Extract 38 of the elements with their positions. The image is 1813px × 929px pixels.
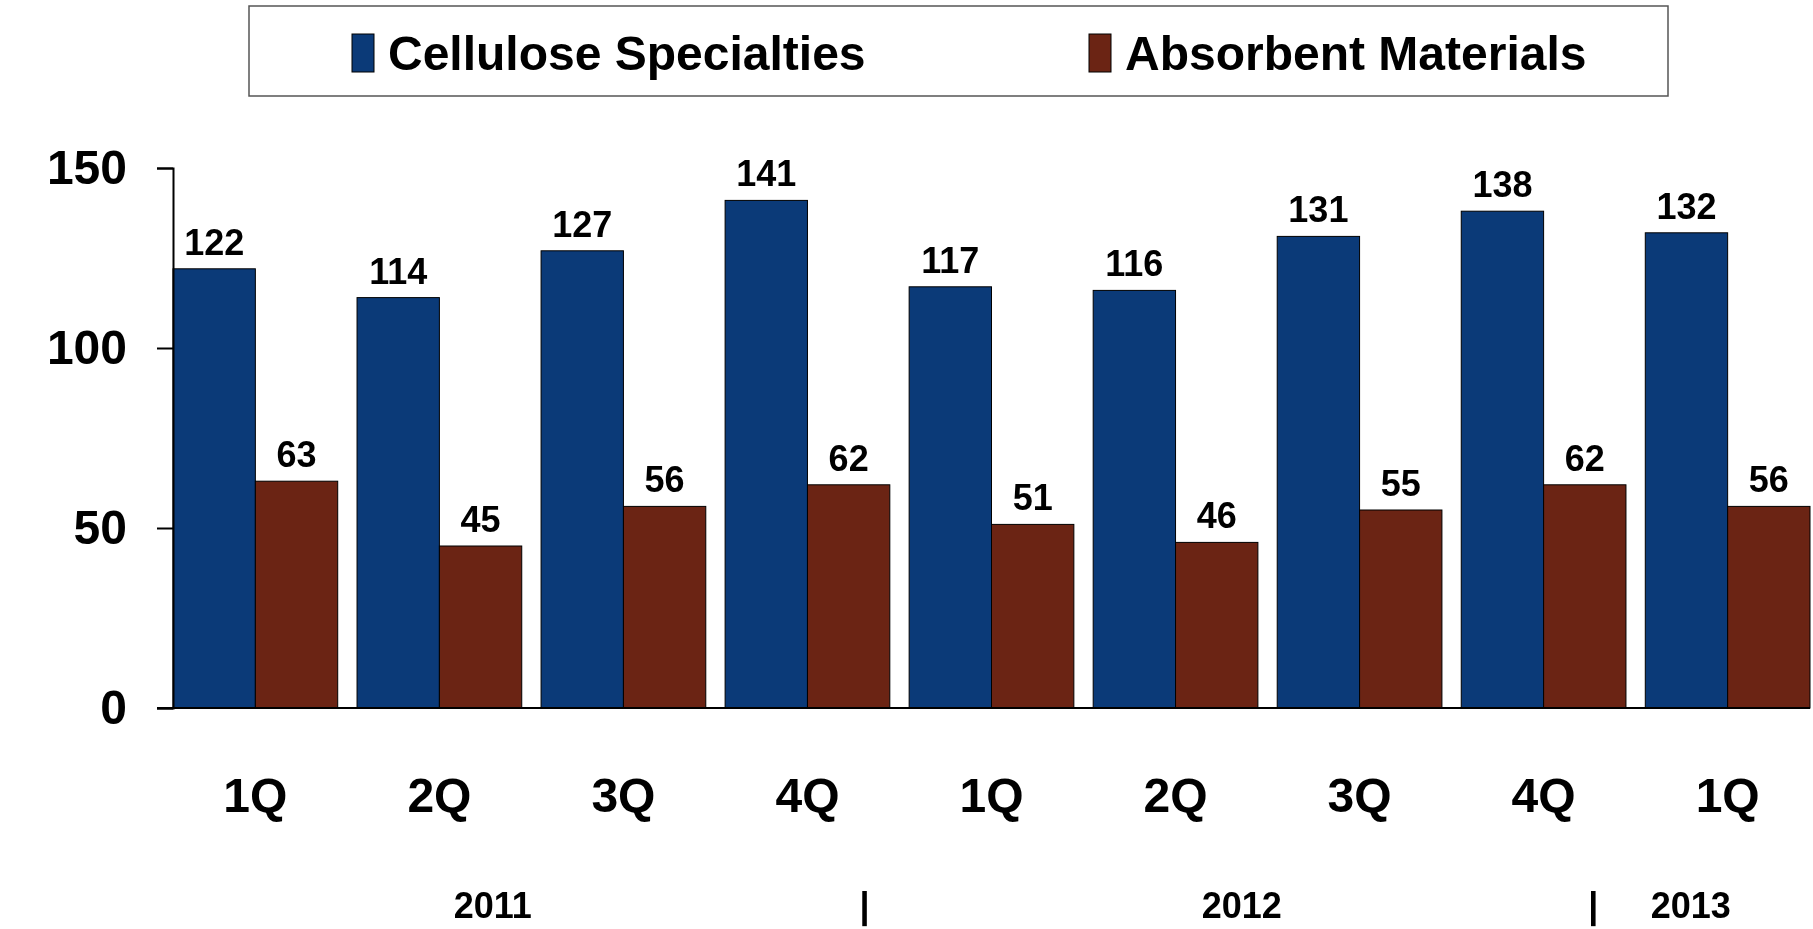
y-tick-label: 0 [100,680,127,734]
text: | [1588,885,1599,927]
x-tick-label: 4Q [775,769,840,823]
legend-label: Cellulose Specialties [388,27,866,80]
x-tick-label: 3Q [591,769,656,823]
data-label: 51 [1012,477,1053,519]
data-label: 127 [552,203,613,245]
x-tick-label: 3Q [1327,769,1392,823]
data-label: 55 [1380,463,1421,504]
data-label: 116 [1105,243,1164,285]
data-label: 56 [644,459,685,501]
data-label: 141 [736,153,797,195]
text: 2013 [1650,885,1731,926]
data-label: 45 [460,499,501,540]
x-tick-label: 1Q [1695,769,1760,823]
data-label: 138 [1472,164,1533,206]
data-label: 131 [1288,189,1349,231]
text: 2011 [453,885,532,926]
x-tick-label: 2Q [1143,769,1208,823]
y-tick-label: 150 [46,140,127,194]
x-tick-label: 2Q [407,769,472,823]
y-tick-label: 50 [73,500,127,554]
text: 2012 [1201,885,1282,926]
x-tick-label: 1Q [959,769,1024,823]
data-label: 63 [276,434,317,476]
data-label: 132 [1656,185,1717,227]
data-label: 117 [921,239,980,281]
data-label: 62 [1564,437,1605,479]
x-tick-label: 1Q [223,769,288,823]
text: | [859,885,870,927]
data-label: 122 [184,221,245,263]
data-label: 46 [1196,495,1237,537]
data-label: 114 [369,250,428,292]
data-label: 62 [828,437,869,479]
y-tick-label: 100 [46,320,127,374]
data-label: 56 [1748,459,1789,501]
x-tick-label: 4Q [1511,769,1576,823]
legend-label: Absorbent Materials [1125,27,1587,80]
